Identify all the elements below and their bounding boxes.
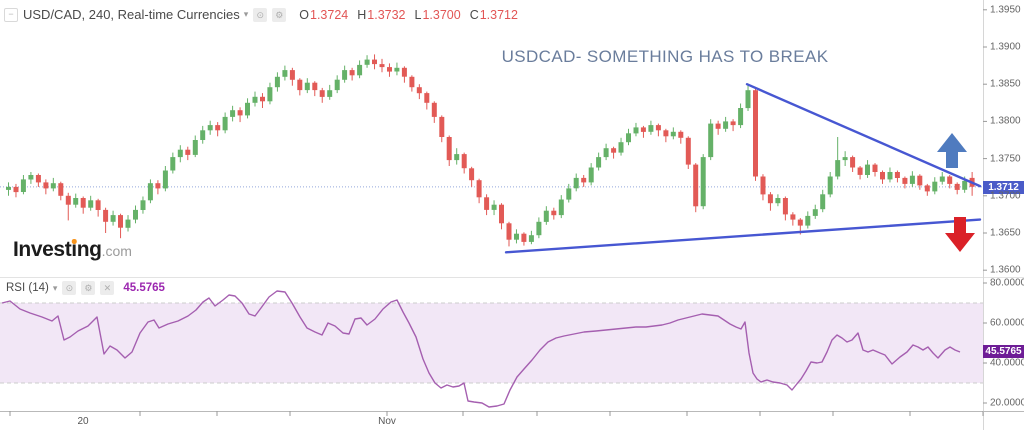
settings-icon[interactable]: ⚙ bbox=[81, 281, 96, 295]
settings-icon[interactable]: ⚙ bbox=[272, 7, 287, 22]
ohlc-open: O1.3724 bbox=[299, 7, 349, 22]
price-axis-label: 1.3650 bbox=[990, 227, 1021, 239]
logo-text: Invest bbox=[13, 238, 72, 261]
chevron-down-icon[interactable]: ▾ bbox=[243, 9, 249, 19]
rsi-axis-label: 80.0000 bbox=[990, 277, 1024, 289]
last-price-badge: 1.3712 bbox=[983, 181, 1024, 194]
rsi-current-value: 45.5765 bbox=[123, 282, 165, 294]
chevron-down-icon[interactable]: ▾ bbox=[52, 282, 58, 293]
time-axis-label: Nov bbox=[378, 416, 396, 427]
rsi-axis-label: 40.0000 bbox=[990, 357, 1024, 369]
price-axis-label: 1.3850 bbox=[990, 78, 1021, 90]
price-axis-label: 1.3600 bbox=[990, 264, 1021, 276]
ohlc-high: H1.3732 bbox=[357, 7, 406, 22]
close-icon[interactable]: ✕ bbox=[100, 281, 115, 295]
logo-orange-dot: ı bbox=[71, 238, 77, 261]
ohlc-close: C1.3712 bbox=[469, 7, 518, 22]
price-axis-label: 1.3700 bbox=[990, 190, 1021, 202]
ohlc-readout: O1.3724 H1.3732 L1.3700 C1.3712 bbox=[299, 8, 518, 22]
price-axis-label: 1.3950 bbox=[990, 4, 1021, 16]
chart-annotation-text: USDCAD- SOMETHING HAS TO BREAK bbox=[501, 47, 829, 66]
rsi-axis-label: 20.0000 bbox=[990, 397, 1024, 409]
collapse-pane-icon[interactable]: − bbox=[4, 7, 18, 22]
logo-suffix: .com bbox=[101, 243, 132, 259]
symbol-title[interactable]: USD/CAD, 240, Real-time Currencies bbox=[23, 7, 240, 22]
rsi-value-badge: 45.5765 bbox=[983, 345, 1024, 358]
rsi-axis-label: 60.0000 bbox=[990, 317, 1024, 329]
rsi-legend: RSI (14) ▾ ⊙ ⚙ ✕ 45.5765 bbox=[6, 281, 165, 295]
eye-icon[interactable]: ⊙ bbox=[62, 281, 77, 295]
price-axis-label: 1.3750 bbox=[990, 153, 1021, 165]
price-axis-label: 1.3800 bbox=[990, 115, 1021, 127]
eye-icon[interactable]: ⊙ bbox=[253, 7, 268, 22]
up-arrow bbox=[937, 133, 967, 168]
rsi-title[interactable]: RSI (14) bbox=[6, 282, 49, 294]
ohlc-low: L1.3700 bbox=[414, 7, 461, 22]
down-arrow bbox=[945, 217, 975, 252]
investing-logo: Investıng.com bbox=[13, 238, 132, 261]
time-axis-label: 20 bbox=[77, 416, 89, 427]
symbol-legend: − USD/CAD, 240, Real-time Currencies ▾ ⊙… bbox=[4, 7, 518, 22]
price-axis-label: 1.3900 bbox=[990, 41, 1021, 53]
